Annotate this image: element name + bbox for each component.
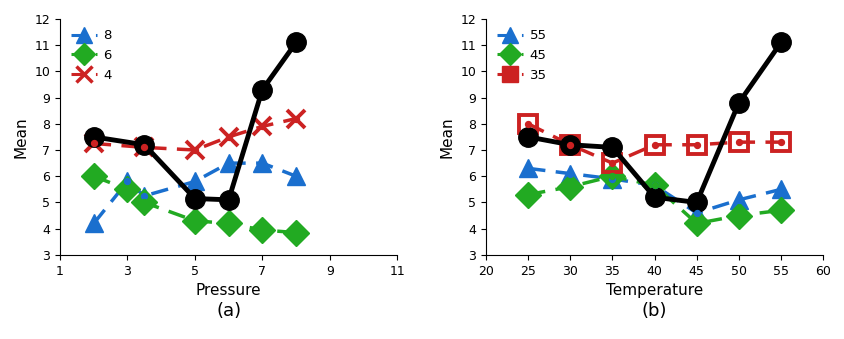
Point [188, 179, 202, 184]
Point [521, 166, 534, 171]
Point [121, 179, 134, 184]
Point [289, 174, 302, 179]
Y-axis label: Mean: Mean [14, 116, 29, 158]
Point [647, 183, 661, 188]
Point [188, 147, 202, 153]
X-axis label: Pressure: Pressure [196, 283, 261, 298]
Point [773, 139, 787, 145]
Point [731, 197, 744, 202]
Point [690, 210, 703, 216]
Point [605, 174, 619, 179]
Legend: 8, 6, 4: 8, 6, 4 [67, 25, 116, 85]
Point [521, 121, 534, 126]
Point [138, 200, 151, 205]
Point [563, 142, 576, 147]
Point [563, 171, 576, 176]
Point [121, 187, 134, 192]
Point [255, 160, 268, 166]
Point [255, 227, 268, 233]
Y-axis label: Mean: Mean [440, 116, 454, 158]
Point [773, 187, 787, 192]
Point [188, 218, 202, 223]
Text: (b): (b) [641, 302, 667, 320]
Point [647, 183, 661, 188]
Point [647, 142, 661, 147]
Text: (a): (a) [216, 302, 241, 320]
Point [605, 176, 619, 182]
Point [222, 221, 235, 226]
Point [87, 174, 100, 179]
Point [289, 116, 302, 121]
Point [255, 124, 268, 129]
Point [138, 145, 151, 150]
X-axis label: Temperature: Temperature [605, 283, 702, 298]
Point [605, 160, 619, 166]
Point [690, 221, 703, 226]
Point [87, 221, 100, 226]
Point [289, 230, 302, 235]
Point [731, 139, 744, 145]
Point [222, 134, 235, 140]
Point [690, 142, 703, 147]
Point [773, 207, 787, 213]
Point [138, 193, 151, 199]
Legend: 55, 45, 35: 55, 45, 35 [492, 25, 549, 85]
Point [521, 192, 534, 197]
Point [731, 213, 744, 218]
Point [563, 184, 576, 190]
Point [87, 141, 100, 146]
Point [222, 160, 235, 166]
